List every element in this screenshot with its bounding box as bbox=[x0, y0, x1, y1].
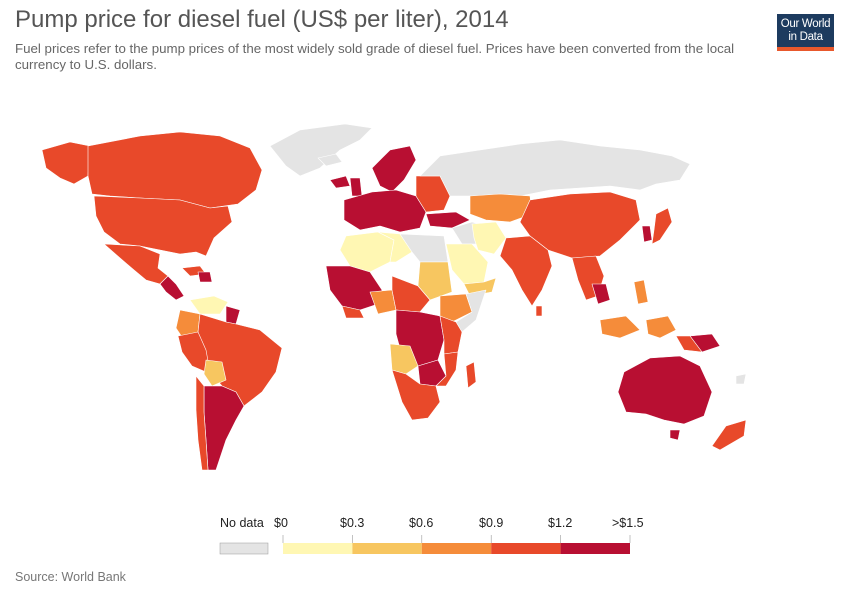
region-canada[interactable] bbox=[87, 131, 263, 209]
region-nigeria[interactable] bbox=[369, 289, 397, 315]
logo-line-1: Our World bbox=[780, 18, 831, 30]
legend-label-0: $0 bbox=[274, 516, 288, 530]
legend-label-4: $1.2 bbox=[548, 516, 573, 530]
region-west-africa[interactable] bbox=[325, 265, 383, 311]
legend-bin-0 bbox=[283, 543, 353, 554]
legend-bin-4 bbox=[560, 543, 630, 554]
region-southern-africa[interactable] bbox=[391, 369, 441, 421]
region-bolivia[interactable] bbox=[203, 359, 227, 387]
region-greenland[interactable] bbox=[269, 123, 373, 177]
legend-bin-3 bbox=[491, 543, 561, 554]
region-chile[interactable] bbox=[195, 375, 209, 471]
region-central-asia[interactable] bbox=[469, 193, 533, 223]
legend-label-2: $0.6 bbox=[409, 516, 434, 530]
region-angola[interactable] bbox=[389, 343, 419, 375]
region-scandinavia[interactable] bbox=[371, 145, 417, 193]
region-indonesia[interactable] bbox=[599, 315, 641, 339]
region-ethiopia[interactable] bbox=[439, 293, 473, 323]
region-venezuela[interactable] bbox=[189, 295, 229, 315]
region-india[interactable] bbox=[499, 235, 553, 307]
region-russia[interactable] bbox=[419, 139, 691, 199]
region-sri-lanka[interactable] bbox=[535, 305, 543, 317]
region-alaska[interactable] bbox=[41, 141, 91, 185]
legend bbox=[219, 535, 631, 555]
chart-title: Pump price for diesel fuel (US$ per lite… bbox=[15, 6, 509, 33]
source-note: Source: World Bank bbox=[15, 570, 126, 584]
region-iceland[interactable] bbox=[329, 175, 351, 189]
region-china[interactable] bbox=[519, 191, 641, 259]
region-uk[interactable] bbox=[349, 177, 363, 197]
region-west-coast[interactable] bbox=[341, 305, 365, 319]
region-mozambique[interactable] bbox=[435, 351, 459, 387]
legend-label-3: $0.9 bbox=[479, 516, 504, 530]
region-korea-japan[interactable] bbox=[641, 225, 653, 243]
region-tasmania[interactable] bbox=[669, 429, 681, 441]
region-paraguay-argentina[interactable] bbox=[203, 385, 245, 471]
region-brazil[interactable] bbox=[197, 313, 283, 407]
region-pacific-islands[interactable] bbox=[735, 373, 747, 385]
region-mexico[interactable] bbox=[103, 243, 169, 285]
legend-nodata-swatch bbox=[219, 542, 269, 555]
owid-logo[interactable]: Our World in Data bbox=[777, 14, 834, 51]
region-madagascar[interactable] bbox=[465, 361, 477, 389]
region-usa[interactable] bbox=[93, 195, 233, 257]
region-western-europe[interactable] bbox=[343, 189, 427, 233]
region-caribbean-east[interactable] bbox=[197, 271, 213, 283]
legend-label-1: $0.3 bbox=[340, 516, 365, 530]
region-philippines[interactable] bbox=[633, 279, 649, 305]
legend-bin-2 bbox=[421, 543, 492, 554]
region-arctic-islands[interactable] bbox=[317, 153, 343, 167]
region-australia[interactable] bbox=[617, 355, 713, 425]
region-iran[interactable] bbox=[471, 221, 507, 255]
region-guianas[interactable] bbox=[225, 305, 241, 325]
chart-subtitle: Fuel prices refer to the pump prices of … bbox=[15, 41, 735, 72]
region-indochina[interactable] bbox=[591, 283, 611, 305]
region-indonesia-east[interactable] bbox=[645, 315, 677, 339]
legend-bin-1 bbox=[352, 543, 422, 554]
legend-nodata-label: No data bbox=[220, 516, 264, 530]
region-turkey[interactable] bbox=[425, 211, 471, 229]
logo-line-2: in Data bbox=[788, 31, 823, 43]
legend-label-5: >$1.5 bbox=[612, 516, 644, 530]
region-new-zealand[interactable] bbox=[711, 419, 747, 451]
region-japan[interactable] bbox=[651, 207, 673, 245]
region-papua-west[interactable] bbox=[675, 335, 703, 353]
region-central-america[interactable] bbox=[159, 275, 185, 301]
